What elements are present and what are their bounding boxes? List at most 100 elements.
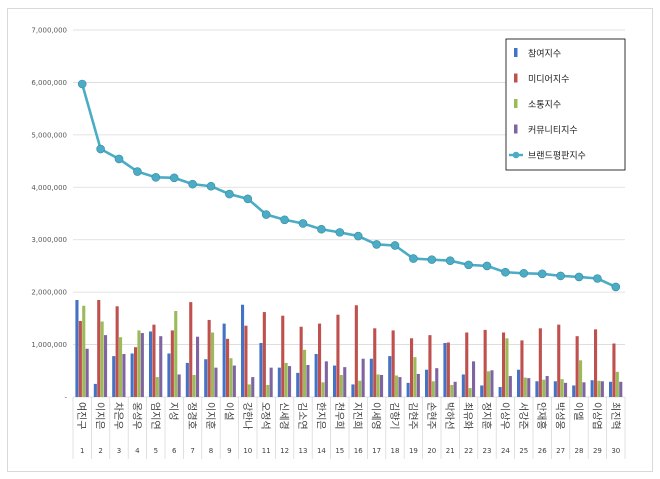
bar-커뮤니티지수	[269, 367, 273, 397]
bar-소통지수	[211, 332, 215, 397]
rank-label: 5	[154, 447, 158, 455]
legend-entry: 소통지수	[528, 100, 561, 111]
bar-참여지수	[425, 369, 429, 397]
bar-소통지수	[155, 377, 159, 397]
category-label: 한지은	[314, 402, 326, 430]
bar-미디어지수	[410, 338, 414, 397]
line-point	[188, 179, 197, 189]
rank-label: 7	[190, 447, 194, 455]
bar-미디어지수	[318, 323, 322, 397]
bar-미디어지수	[538, 328, 542, 397]
bar-참여지수	[93, 383, 97, 397]
bar-소통지수	[137, 330, 141, 397]
category-label: 이지훈	[204, 402, 217, 430]
bar-미디어지수	[97, 300, 101, 397]
bar-소통지수	[450, 384, 454, 397]
bar-참여지수	[314, 354, 318, 397]
legend-swatch	[514, 73, 518, 83]
line-point	[96, 144, 105, 154]
rank-label: 30	[611, 447, 620, 455]
category-label: 정경호	[186, 402, 199, 430]
line-point	[537, 269, 547, 279]
rank-label: 14	[317, 447, 326, 455]
bar-참여지수	[351, 384, 355, 397]
bar-커뮤니티지수	[472, 361, 476, 397]
y-tick-label: 3,000,000	[31, 236, 67, 244]
bar-참여지수	[296, 372, 300, 397]
category-label: 이세영	[370, 402, 382, 430]
bar-커뮤니티지수	[435, 368, 439, 397]
category-label: 김현주	[406, 402, 418, 430]
bar-커뮤니티지수	[324, 361, 328, 397]
bar-커뮤니티지수	[398, 377, 402, 397]
bar-소통지수	[468, 388, 472, 397]
rank-label: 13	[299, 447, 308, 455]
line-point	[317, 224, 326, 234]
bar-참여지수	[112, 356, 116, 397]
bar-커뮤니티지수	[545, 376, 549, 397]
bar-미디어지수	[336, 314, 340, 397]
line-point	[574, 272, 584, 282]
category-label: 지성	[167, 402, 179, 420]
bar-소통지수	[505, 338, 509, 397]
bar-미디어지수	[502, 332, 506, 397]
category-label: 박하선	[443, 402, 456, 430]
category-label: 최진혁	[609, 402, 621, 430]
bar-소통지수	[523, 377, 527, 397]
y-tick-label: 1,000,000	[31, 341, 67, 349]
category-label: 강한나	[241, 402, 253, 430]
bar-참여지수	[590, 380, 594, 397]
rank-label: 10	[243, 447, 252, 455]
bar-커뮤니티지수	[177, 374, 181, 397]
bar-소통지수	[413, 357, 417, 397]
category-label: 여진구	[75, 402, 87, 430]
category-label: 이설	[222, 402, 234, 420]
rank-label: 24	[501, 447, 510, 455]
category-label: 김향기	[388, 402, 400, 430]
bar-참여지수	[75, 300, 79, 397]
category-label: 서강준	[517, 402, 529, 430]
rank-label: 17	[372, 447, 381, 455]
rank-label: 12	[280, 447, 289, 455]
rank-label: 6	[172, 447, 177, 455]
bar-소통지수	[560, 379, 564, 397]
bar-소통지수	[597, 380, 601, 397]
bar-커뮤니티지수	[85, 348, 89, 397]
bar-미디어지수	[575, 336, 579, 397]
bar-미디어지수	[189, 302, 193, 397]
rank-label: 27	[556, 447, 565, 455]
bar-커뮤니티지수	[214, 367, 218, 397]
rank-label: 2	[98, 447, 102, 455]
rank-label: 9	[227, 447, 231, 455]
bar-미디어지수	[594, 329, 598, 397]
bar-미디어지수	[115, 306, 119, 397]
bar-참여지수	[259, 342, 263, 397]
category-label: 김소연	[296, 402, 308, 430]
y-tick-label: 5,000,000	[31, 131, 67, 139]
bar-소통지수	[284, 362, 288, 397]
line-point	[77, 79, 87, 89]
bar-미디어지수	[299, 326, 303, 397]
category-label: 차은우	[112, 402, 124, 430]
bar-커뮤니티지수	[380, 374, 384, 397]
bar-커뮤니티지수	[306, 365, 310, 397]
bar-미디어지수	[391, 330, 395, 397]
bar-미디어지수	[152, 324, 156, 397]
bar-커뮤니티지수	[453, 381, 457, 397]
bar-참여지수	[480, 385, 484, 397]
bar-미디어지수	[446, 342, 450, 397]
line-point	[353, 231, 363, 241]
bar-소통지수	[339, 374, 343, 397]
category-label: 천우희	[333, 402, 345, 430]
bar-미디어지수	[170, 330, 174, 397]
bar-참여지수	[369, 358, 373, 397]
line-point	[133, 167, 142, 176]
legend-swatch	[514, 124, 518, 134]
bar-미디어지수	[281, 315, 285, 397]
bar-커뮤니티지수	[527, 378, 531, 397]
bar-참여지수	[517, 369, 521, 397]
bar-미디어지수	[612, 343, 616, 397]
line-point	[390, 241, 400, 250]
bar-참여지수	[241, 304, 245, 397]
bar-참여지수	[167, 353, 171, 397]
